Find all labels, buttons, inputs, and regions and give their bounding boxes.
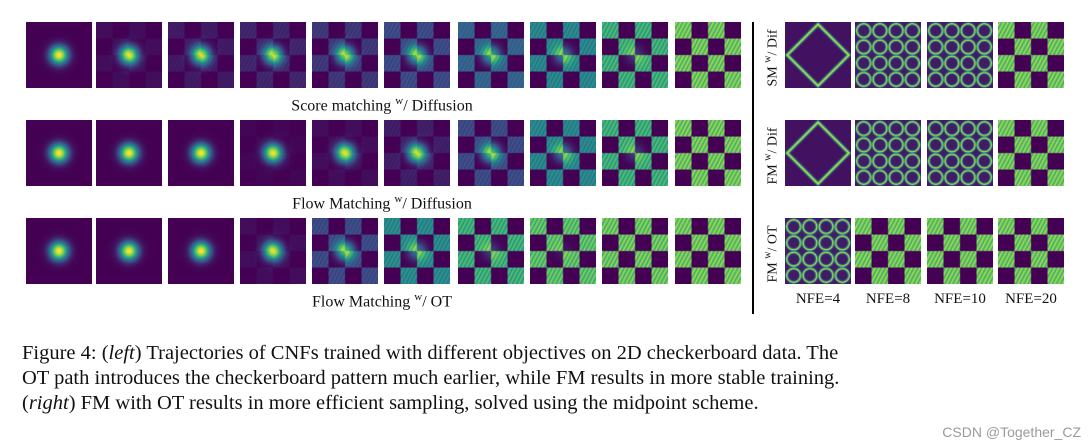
trajectory-tile xyxy=(458,218,524,284)
trajectory-tile xyxy=(240,120,306,186)
sampling-tile xyxy=(855,22,921,88)
nfe-label-10: NFE=10 xyxy=(934,291,986,307)
trajectory-tile xyxy=(168,218,234,284)
trajectory-tile xyxy=(240,218,306,284)
row-caption-flow-matching-diffusion: Flow Matching w/ Diffusion xyxy=(292,193,472,213)
trajectory-tile xyxy=(384,218,450,284)
trajectory-tile xyxy=(312,120,378,186)
trajectory-tile xyxy=(602,22,668,88)
figure-caption: Figure 4: (left) Trajectories of CNFs tr… xyxy=(22,341,1082,416)
watermark: CSDN @Together_CZ xyxy=(942,424,1081,440)
trajectory-tile xyxy=(26,120,92,186)
nfe-label-4: NFE=4 xyxy=(795,291,841,307)
trajectory-tile xyxy=(168,22,234,88)
trajectory-tile xyxy=(458,120,524,186)
caption-line-3: (right) FM with OT results in more effic… xyxy=(22,392,759,414)
trajectory-tile xyxy=(675,22,741,88)
trajectory-tile xyxy=(96,22,162,88)
nfe-label-20: NFE=20 xyxy=(1005,291,1057,307)
row-caption-score-matching-diffusion: Score matching w/ Diffusion xyxy=(291,95,473,115)
caption-line-2: OT path introduces the checkerboard patt… xyxy=(22,367,840,389)
nfe-label-8: NFE=8 xyxy=(865,291,911,307)
caption-line-1: Figure 4: (left) Trajectories of CNFs tr… xyxy=(22,342,839,364)
sampling-tile xyxy=(855,120,921,186)
trajectory-tile xyxy=(312,22,378,88)
sampling-tile xyxy=(855,218,921,284)
trajectory-tile xyxy=(96,120,162,186)
trajectory-tile xyxy=(530,218,596,284)
trajectory-tile xyxy=(168,120,234,186)
trajectory-tile xyxy=(240,22,306,88)
trajectory-tile xyxy=(602,218,668,284)
trajectory-tile xyxy=(675,120,741,186)
sampling-tile xyxy=(998,22,1064,88)
right-row-label-fm-dif: FM w/ Dif xyxy=(762,127,781,185)
sampling-tile xyxy=(927,22,993,88)
trajectory-tile xyxy=(602,120,668,186)
sampling-tile xyxy=(927,120,993,186)
sampling-tile xyxy=(785,218,851,284)
sampling-tile xyxy=(785,22,851,88)
trajectory-tile xyxy=(96,218,162,284)
trajectory-tile xyxy=(458,22,524,88)
trajectory-tile xyxy=(384,22,450,88)
panel-divider xyxy=(752,22,754,314)
sampling-tile xyxy=(785,120,851,186)
trajectory-tile xyxy=(312,218,378,284)
right-row-label-sm-dif: SM w/ Dif xyxy=(762,29,781,87)
trajectory-tile xyxy=(530,22,596,88)
trajectory-tile xyxy=(26,218,92,284)
trajectory-tile xyxy=(26,22,92,88)
right-row-label-fm-ot: FM w/ OT xyxy=(762,225,781,283)
trajectory-tile xyxy=(530,120,596,186)
trajectory-tile xyxy=(675,218,741,284)
sampling-tile xyxy=(927,218,993,284)
trajectory-tile xyxy=(384,120,450,186)
sampling-tile xyxy=(998,218,1064,284)
row-caption-flow-matching-ot: Flow Matching w/ OT xyxy=(312,291,452,311)
sampling-tile xyxy=(998,120,1064,186)
